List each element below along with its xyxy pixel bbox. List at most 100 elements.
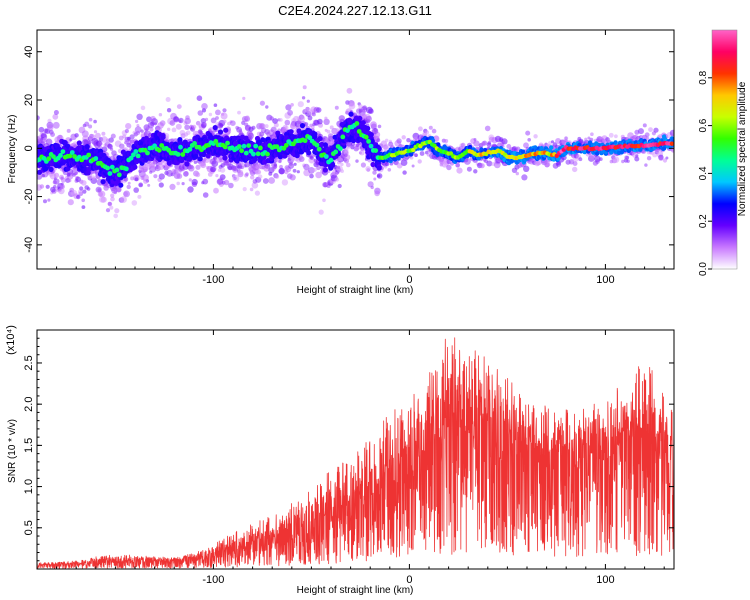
spectrogram-noise-cell [52, 113, 59, 120]
spectrogram-noise-cell [95, 132, 101, 139]
spectrogram-noise-cell [376, 138, 381, 143]
spectrogram-noise-cell [590, 132, 594, 136]
spectrogram-noise-cell [273, 163, 277, 167]
spectrogram-noise-cell [135, 119, 139, 123]
spectrogram-noise-cell [254, 170, 260, 175]
spectrogram-band-cell [392, 157, 398, 162]
spectrogram-noise-cell [245, 172, 249, 176]
spectrogram-band-cell [115, 179, 121, 185]
spectrogram-noise-cell [86, 187, 91, 191]
spectrogram-noise-cell [178, 117, 184, 124]
spectrogram-band-cell [465, 153, 470, 159]
spectrogram-band-cell [294, 153, 300, 159]
spectrogram-band-cell [223, 127, 229, 133]
spectrogram-noise-cell [185, 130, 191, 135]
spectrogram-noise-cell [662, 158, 668, 163]
spectrogram-noise-cell [414, 153, 418, 157]
spectrogram-noise-cell [523, 142, 529, 149]
spectrogram-noise-cell [340, 169, 344, 174]
spectrogram-noise-cell [374, 190, 380, 197]
spectrogram-noise-cell [170, 138, 175, 143]
spectrogram-noise-cell [334, 105, 339, 110]
spectrogram-noise-cell [638, 128, 644, 135]
spectrogram-noise-cell [176, 173, 183, 179]
spectrogram-noise-cell [402, 170, 407, 175]
spectrogram-noise-cell [219, 167, 226, 173]
spectrogram-noise-cell [484, 125, 491, 132]
spectrogram-noise-cell [595, 159, 600, 164]
spectrogram-noise-cell [76, 194, 80, 199]
spectrogram-band-cell [360, 120, 366, 126]
spectrogram-noise-cell [324, 116, 328, 120]
spectrogram-noise-cell [126, 184, 131, 190]
spectrogram-noise-cell [219, 158, 224, 163]
spectrogram-noise-cell [74, 171, 78, 176]
spectrogram-noise-cell [635, 154, 639, 158]
spectrogram-band-cell [322, 167, 328, 173]
spectrogram-noise-cell [203, 122, 207, 126]
spectrogram-noise-cell [309, 156, 314, 161]
spectrogram-band-cell [317, 136, 323, 142]
spectrogram-noise-cell [210, 117, 217, 124]
spectrogram-noise-cell [60, 184, 65, 190]
spectrogram-noise-cell [317, 118, 323, 125]
spectrogram-band-cell [369, 138, 375, 144]
spectrogram-noise-cell [411, 164, 415, 168]
spectrogram-noise-cell [431, 128, 437, 134]
spectrogram-noise-cell [578, 157, 583, 162]
spectrogram-noise-cell [196, 95, 203, 101]
spectrogram-band-cell [193, 153, 199, 160]
spectrogram-noise-cell [52, 121, 60, 129]
spectrogram-noise-cell [74, 133, 79, 138]
spectrogram-noise-cell [84, 121, 90, 127]
spectrogram-noise-cell [114, 208, 120, 214]
spectrogram-noise-cell [272, 118, 278, 124]
spectrogram-noise-cell [191, 178, 198, 186]
spectrogram-noise-cell [292, 168, 297, 173]
spectrogram-noise-cell [215, 174, 219, 178]
chart-title: C2E4.2024.227.12.13.G11 [278, 3, 432, 18]
spectrogram-noise-cell [43, 199, 47, 204]
spectrogram-noise-cell [624, 155, 629, 160]
spectrogram-noise-cell [658, 155, 664, 161]
spectrogram-band-cell [549, 145, 554, 150]
spectrogram-noise-cell [184, 124, 190, 130]
spectrogram-noise-cell [210, 166, 216, 173]
spectrogram-noise-cell [326, 129, 331, 134]
spectrogram-noise-cell [401, 135, 406, 140]
spectrogram-noise-cell [82, 189, 87, 194]
spectrogram-noise-cell [322, 198, 326, 203]
spectrogram-noise-cell [66, 128, 71, 133]
spectrogram-noise-cell [264, 124, 269, 129]
spectrogram-noise-cell [173, 138, 178, 143]
spectrogram-noise-cell [78, 189, 83, 195]
spectrogram-noise-cell [396, 138, 402, 144]
spectrogram-noise-cell [200, 162, 207, 169]
spectrogram-band-cell [288, 129, 294, 135]
spectrogram-band-cell [435, 152, 440, 157]
spectrogram-noise-cell [53, 110, 59, 115]
spectrogram-noise-cell [669, 129, 674, 137]
spectrogram-noise-cell [165, 97, 171, 102]
spectrogram-noise-cell [240, 165, 244, 170]
spectrogram-noise-cell [105, 208, 111, 213]
spectrogram-noise-cell [523, 165, 530, 172]
spectrogram-noise-cell [290, 125, 294, 129]
spectrogram-noise-cell [251, 182, 259, 189]
spectrogram-noise-cell [385, 138, 389, 142]
spectrogram-band-cell [348, 111, 354, 117]
spectrogram-noise-cell [653, 127, 659, 133]
spectrogram-band-cell [329, 162, 336, 168]
spectrogram-noise-cell [237, 169, 244, 176]
spectrogram-noise-cell [222, 108, 227, 113]
spectrogram-noise-cell [329, 125, 334, 130]
spectrogram-noise-cell [107, 201, 112, 206]
spectrogram-noise-cell [187, 186, 194, 193]
spectrogram-noise-cell [247, 132, 254, 139]
spectrogram-noise-cell [370, 185, 374, 190]
spectrogram-band-cell [118, 182, 124, 188]
spectrogram-noise-cell [306, 99, 310, 103]
spectrogram-noise-cell [167, 127, 171, 131]
